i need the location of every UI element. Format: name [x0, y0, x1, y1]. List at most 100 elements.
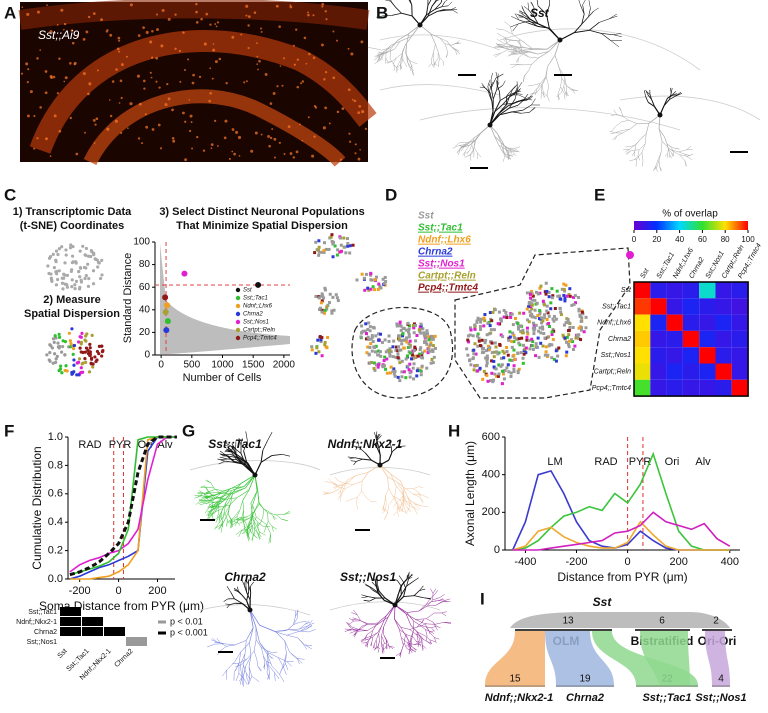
y-axis-label: Cumulative Distribution — [30, 446, 44, 569]
cell-speckle — [281, 85, 283, 87]
tsne-cell — [336, 296, 339, 299]
heatmap-cell — [683, 380, 699, 396]
cell-speckle — [158, 87, 160, 89]
cell-speckle — [245, 5, 248, 8]
group-count: 13 — [562, 616, 574, 627]
cell-speckle — [21, 73, 23, 75]
tsne-cell — [405, 340, 408, 343]
tsne-cell — [505, 350, 508, 353]
cell-speckle — [179, 50, 181, 52]
cell-speckle — [174, 13, 176, 15]
tsne-cell — [369, 329, 372, 332]
cell-speckle — [231, 151, 233, 153]
tsne-cell — [319, 335, 322, 338]
tsne-cell — [372, 340, 375, 343]
heatmap-cell — [699, 347, 715, 363]
tsne-cell — [421, 356, 424, 359]
cell-speckle — [311, 155, 314, 158]
cell-speckle — [145, 113, 147, 115]
cell-speckle — [150, 72, 152, 74]
heatmap-cell — [699, 282, 715, 298]
x-tick-label: 2000 — [273, 360, 296, 371]
cell-speckle — [156, 13, 158, 15]
tsne-dot — [52, 253, 55, 256]
tsne-cell — [388, 349, 391, 352]
tsne-dot — [91, 365, 94, 368]
heatmap-cell — [650, 315, 666, 331]
tsne-cell — [539, 342, 542, 345]
cell-speckle — [248, 15, 251, 18]
legend-label: Sst;;Tac1 — [418, 223, 463, 234]
tsne-cell — [388, 334, 391, 337]
significance-cell — [126, 637, 147, 646]
tsne-dot — [64, 340, 67, 343]
tsne-dot — [80, 350, 83, 353]
legend-swatch — [236, 312, 240, 316]
tsne-cell — [526, 291, 529, 294]
soma — [248, 608, 253, 613]
tsne-cell — [478, 340, 481, 343]
tsne-cell — [418, 328, 421, 331]
row-label: Sst;;Nos1 — [601, 352, 631, 359]
cell-speckle — [239, 155, 241, 157]
cell-speckle — [233, 153, 236, 156]
heatmap-cell — [732, 282, 748, 298]
cell-speckle — [341, 107, 344, 110]
tsne-cell — [531, 315, 534, 318]
y-tick-label: 60 — [139, 282, 151, 293]
tsne-cell — [430, 335, 433, 338]
tsne-cell — [331, 296, 334, 299]
tsne-dot — [79, 267, 82, 270]
tsne-cell — [502, 356, 505, 359]
cell-speckle — [37, 11, 40, 14]
tsne-cell — [580, 316, 583, 319]
legend-label: Sst;;Nos1 — [418, 259, 465, 270]
tsne-cell — [339, 251, 342, 254]
tsne-cell — [409, 371, 412, 374]
x-tick-label: 0 — [116, 585, 122, 597]
tsne-dot — [90, 249, 93, 252]
cell-speckle — [141, 142, 143, 144]
tsne-cell — [432, 338, 435, 341]
tsne-cell — [473, 342, 476, 345]
tsne-dot — [72, 364, 75, 367]
cell-speckle — [306, 63, 308, 65]
tsne-dot — [73, 283, 76, 286]
tsne-cell — [426, 332, 429, 335]
legend-label: Cartpt;;Reln — [418, 271, 476, 282]
cell-speckle — [348, 48, 350, 50]
tsne-cell — [392, 355, 395, 358]
tsne-cell — [481, 378, 484, 381]
tsne-cell — [477, 317, 480, 320]
tsne-cell — [551, 296, 554, 299]
cell-speckle — [273, 138, 276, 141]
tsne-dot — [96, 350, 99, 353]
cell-speckle — [323, 126, 326, 129]
legend-label: Sst;;Tac1 — [243, 296, 268, 302]
tsne-cell — [540, 316, 543, 319]
tsne-cell — [572, 326, 575, 329]
tsne-cell — [429, 343, 432, 346]
tsne-cell — [318, 251, 321, 254]
step-text: 2) Measure — [43, 294, 100, 306]
tsne-cell — [409, 376, 412, 379]
cell-speckle — [196, 21, 199, 24]
tsne-cell — [400, 375, 403, 378]
cell-speckle — [88, 82, 91, 85]
cell-speckle — [296, 150, 299, 153]
y-tick-label: 1.0 — [48, 431, 63, 443]
tsne-cell — [317, 254, 320, 257]
tsne-dot — [93, 355, 96, 358]
tsne-dot — [78, 357, 81, 360]
tsne-cell — [550, 356, 553, 359]
tsne-cell — [490, 372, 493, 375]
tsne-cell — [503, 377, 506, 380]
cell-speckle — [215, 60, 218, 63]
tsne-dot — [65, 253, 68, 256]
tsne-cell — [559, 311, 562, 314]
cell-speckle — [65, 76, 68, 79]
tsne-cell — [513, 364, 516, 367]
cell-speckle — [235, 131, 238, 134]
soma — [418, 23, 423, 28]
